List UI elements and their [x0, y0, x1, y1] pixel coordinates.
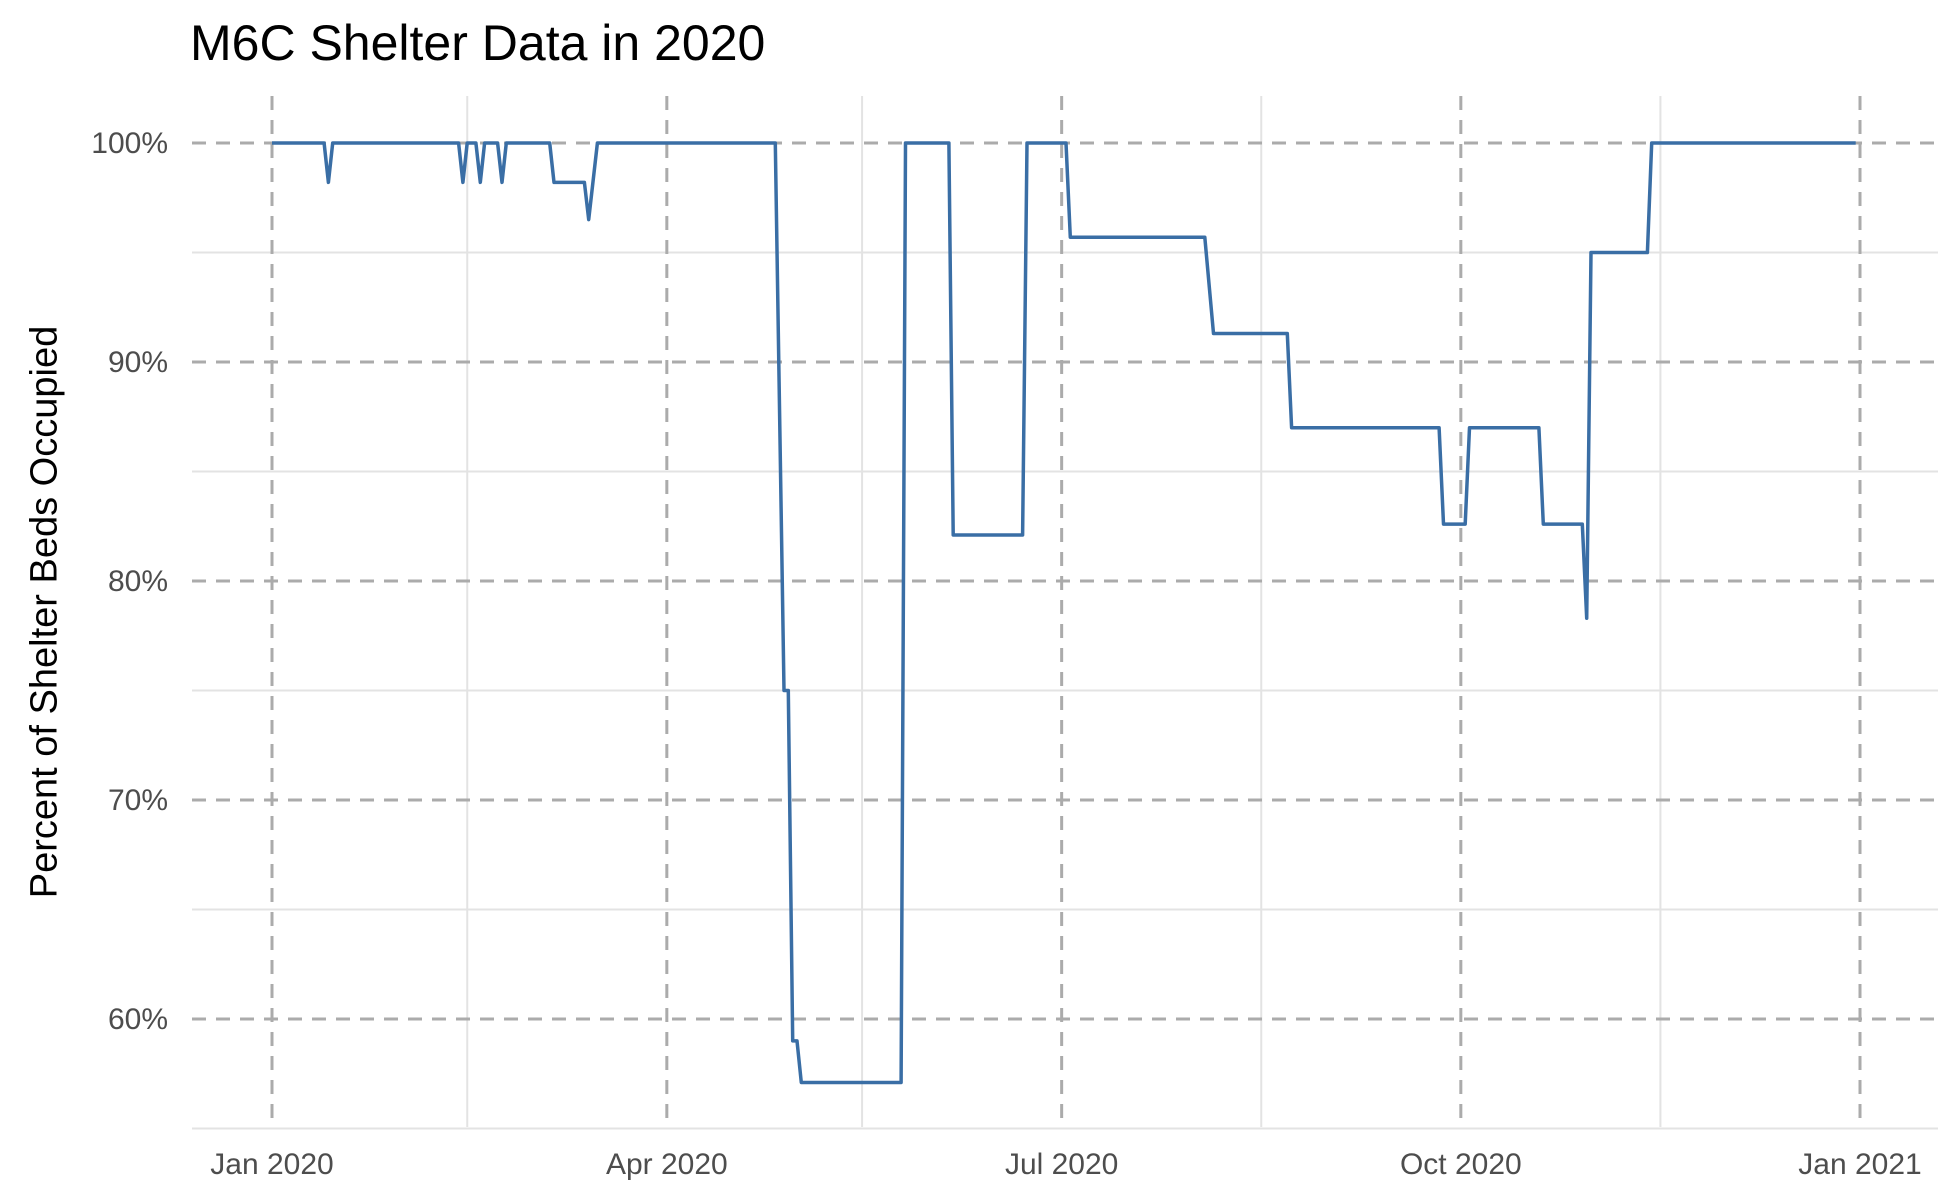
y-tick-label: 60% [108, 1003, 168, 1036]
x-tick-label: Oct 2020 [1400, 1148, 1522, 1181]
series-layer [272, 141, 1856, 1085]
major-gridlines [192, 96, 1938, 1127]
x-tick-label: Jan 2020 [210, 1148, 333, 1181]
y-tick-label: 100% [91, 127, 168, 160]
x-tick-label: Apr 2020 [606, 1148, 728, 1181]
y-tick-label: 70% [108, 784, 168, 817]
x-axis-tick-labels: Jan 2020 Apr 2020 Jul 2020 Oct 2020 Jan 2021 [210, 1148, 1921, 1181]
minor-gridlines [192, 96, 1938, 1130]
x-tick-label: Jul 2020 [1005, 1148, 1118, 1181]
y-tick-label: 90% [108, 346, 168, 379]
chart-title: M6C Shelter Data in 2020 [190, 15, 766, 71]
y-tick-label: 80% [108, 565, 168, 598]
x-tick-label: Jan 2021 [1798, 1148, 1921, 1181]
series-line-1 [272, 141, 1856, 1085]
y-axis-tick-labels: 60% 70% 80% 90% 100% [91, 127, 168, 1036]
